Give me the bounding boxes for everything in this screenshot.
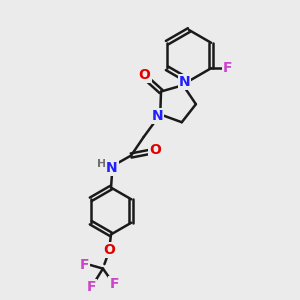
Text: O: O: [139, 68, 151, 82]
Text: H: H: [97, 159, 106, 169]
Text: O: O: [103, 243, 116, 257]
Text: F: F: [80, 258, 89, 272]
Text: O: O: [149, 143, 161, 158]
Text: N: N: [106, 160, 118, 175]
Text: F: F: [223, 61, 232, 75]
Text: N: N: [179, 75, 190, 89]
Text: F: F: [87, 280, 96, 294]
Text: F: F: [110, 277, 119, 291]
Text: N: N: [152, 109, 163, 123]
